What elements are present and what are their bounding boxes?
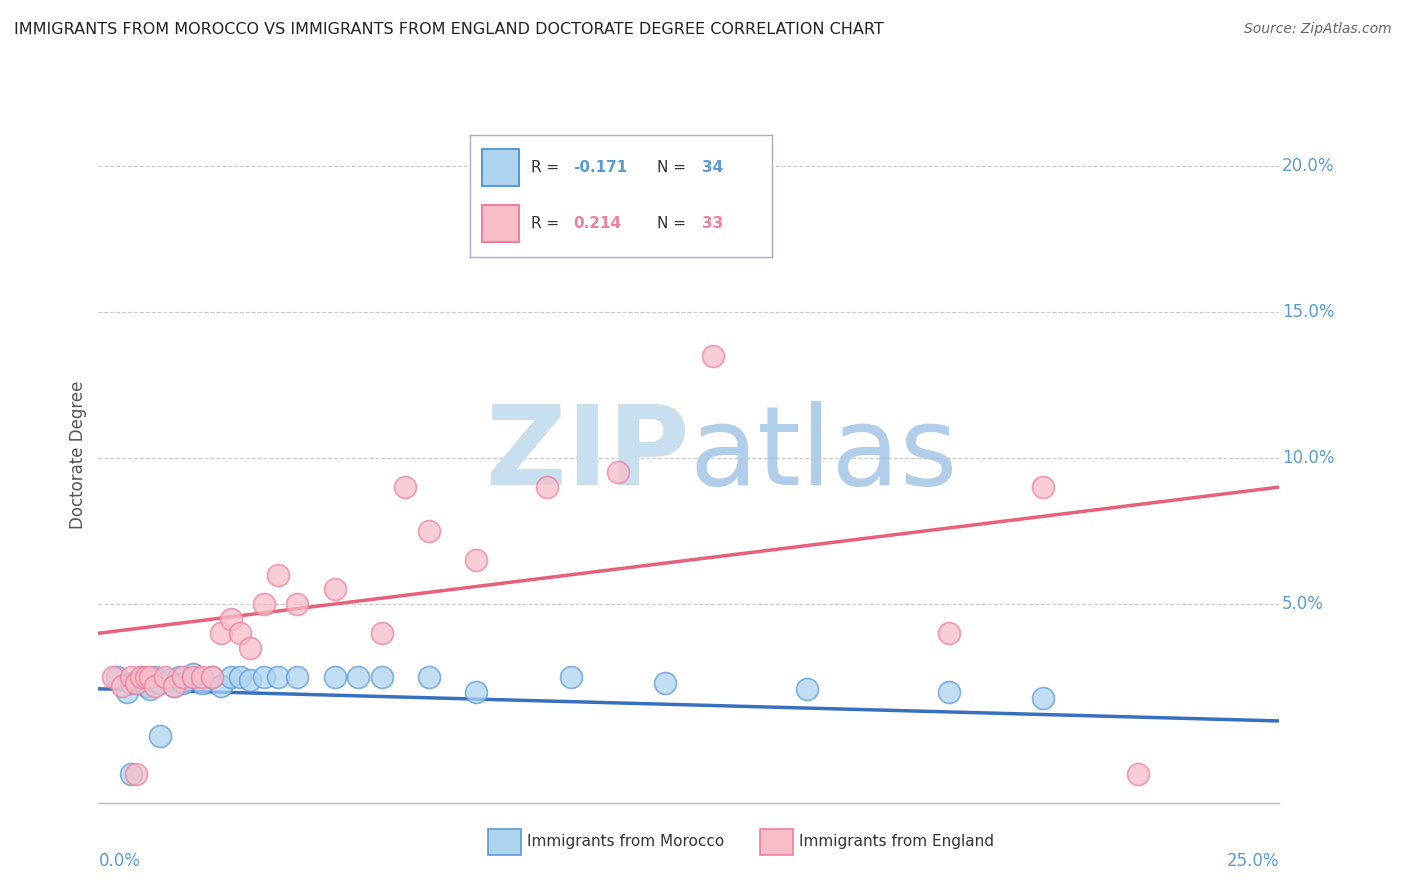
- Point: [101, 670, 124, 684]
- Text: Immigrants from Morocco: Immigrants from Morocco: [527, 834, 724, 849]
- Point: [121, 670, 143, 684]
- Text: 15.0%: 15.0%: [1282, 302, 1334, 321]
- Point: [172, 670, 194, 684]
- Point: [139, 681, 162, 696]
- Point: [135, 670, 157, 684]
- Point: [607, 466, 630, 480]
- Point: [125, 766, 148, 780]
- Point: [201, 670, 224, 684]
- Point: [209, 626, 232, 640]
- Point: [167, 670, 190, 684]
- Point: [181, 670, 204, 684]
- Point: [371, 626, 394, 640]
- Point: [938, 684, 960, 698]
- Point: [1032, 690, 1054, 705]
- Point: [121, 676, 143, 690]
- Point: [1032, 480, 1054, 494]
- Point: [149, 729, 172, 743]
- Point: [347, 670, 370, 684]
- Point: [143, 679, 166, 693]
- Point: [111, 679, 134, 693]
- Point: [105, 670, 128, 684]
- Text: 20.0%: 20.0%: [1282, 156, 1334, 175]
- Point: [209, 679, 232, 693]
- Point: [121, 766, 143, 780]
- Point: [219, 612, 242, 626]
- Point: [323, 670, 346, 684]
- Point: [560, 670, 582, 684]
- Point: [796, 681, 818, 696]
- Point: [229, 670, 252, 684]
- Point: [149, 676, 172, 690]
- Point: [253, 597, 276, 611]
- Point: [153, 670, 176, 684]
- Point: [201, 670, 224, 684]
- Point: [125, 676, 148, 690]
- Point: [139, 670, 162, 684]
- Text: ZIP: ZIP: [485, 401, 689, 508]
- Text: Source: ZipAtlas.com: Source: ZipAtlas.com: [1244, 22, 1392, 37]
- Point: [191, 676, 214, 690]
- Point: [536, 480, 558, 494]
- Text: atlas: atlas: [689, 401, 957, 508]
- Text: 5.0%: 5.0%: [1282, 595, 1323, 613]
- Point: [323, 582, 346, 597]
- Text: 10.0%: 10.0%: [1282, 449, 1334, 467]
- Point: [285, 670, 308, 684]
- Text: 0.0%: 0.0%: [98, 852, 141, 870]
- Point: [253, 670, 276, 684]
- Point: [654, 676, 676, 690]
- Point: [465, 553, 488, 567]
- Point: [239, 640, 262, 655]
- Text: IMMIGRANTS FROM MOROCCO VS IMMIGRANTS FROM ENGLAND DOCTORATE DEGREE CORRELATION : IMMIGRANTS FROM MOROCCO VS IMMIGRANTS FR…: [14, 22, 884, 37]
- Point: [163, 679, 186, 693]
- Point: [143, 670, 166, 684]
- Point: [181, 667, 204, 681]
- Point: [135, 679, 157, 693]
- Bar: [488, 829, 522, 855]
- Point: [371, 670, 394, 684]
- Text: 25.0%: 25.0%: [1227, 852, 1279, 870]
- Point: [267, 670, 290, 684]
- Bar: [759, 829, 793, 855]
- Text: Immigrants from England: Immigrants from England: [799, 834, 994, 849]
- Point: [191, 670, 214, 684]
- Point: [418, 670, 440, 684]
- Point: [157, 673, 180, 687]
- Point: [219, 670, 242, 684]
- Point: [1126, 766, 1149, 780]
- Point: [172, 676, 194, 690]
- Point: [702, 349, 724, 363]
- Point: [267, 567, 290, 582]
- Point: [163, 679, 186, 693]
- Point: [418, 524, 440, 538]
- Point: [229, 626, 252, 640]
- Point: [938, 626, 960, 640]
- Point: [129, 670, 152, 684]
- Y-axis label: Doctorate Degree: Doctorate Degree: [69, 381, 87, 529]
- Point: [285, 597, 308, 611]
- Point: [394, 480, 416, 494]
- Point: [465, 684, 488, 698]
- Point: [129, 670, 152, 684]
- Point: [115, 684, 138, 698]
- Point: [239, 673, 262, 687]
